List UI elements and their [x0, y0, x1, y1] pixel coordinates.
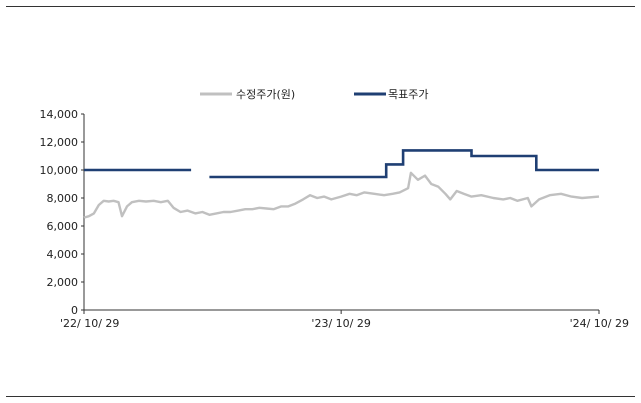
y-tick-label: 12,000 [40, 136, 79, 149]
legend: 수정주가(원) 목표주가 [200, 88, 428, 101]
y-tick-label: 4,000 [47, 248, 79, 261]
x-tick-label: '22/ 10/ 29 [60, 317, 119, 330]
y-tick-label: 0 [71, 304, 78, 317]
legend-label-price: 수정주가(원) [236, 88, 295, 101]
y-axis: 0 2,000 4,000 6,000 8,000 10,000 12,000 14,000 [40, 108, 85, 317]
y-tick-label: 2,000 [47, 276, 79, 289]
series-line-target [84, 149, 599, 179]
x-tick-label: '23/ 10/ 29 [311, 317, 370, 330]
y-tick-label: 8,000 [47, 192, 79, 205]
x-tick-label: '24/ 10/ 29 [570, 317, 629, 330]
plot-area [83, 149, 600, 219]
y-tick-label: 14,000 [40, 108, 79, 121]
series-line-price [83, 171, 600, 219]
legend-label-target: 목표주가 [388, 88, 428, 101]
y-tick-label: 6,000 [47, 220, 79, 233]
bottom-rule [6, 396, 635, 397]
x-axis: '22/ 10/ 29 '23/ 10/ 29 '24/ 10/ 29 [60, 309, 629, 330]
y-tick-label: 10,000 [40, 164, 79, 177]
top-rule [6, 6, 635, 7]
